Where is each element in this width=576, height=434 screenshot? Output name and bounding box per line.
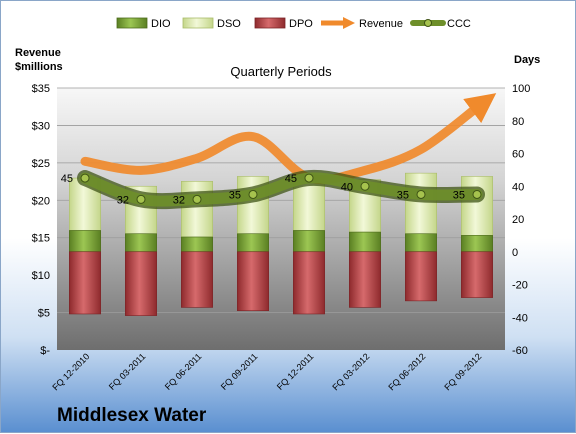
bar-dpo [461, 251, 493, 298]
category-label: FQ 06-2011 [163, 351, 204, 392]
revenue-series [80, 93, 497, 185]
ccc-point [360, 181, 370, 191]
left-tick-label: $5 [38, 308, 50, 320]
bar-dio [69, 230, 101, 253]
legend: DIO DSO DPO Revenue CCC [116, 17, 471, 30]
right-tick-label: 40 [512, 181, 524, 193]
right-tick-label: -40 [512, 312, 528, 324]
ccc-data-label: 32 [173, 194, 185, 206]
right-tick-label: -60 [512, 345, 528, 357]
legend-swatch-dpo [254, 17, 286, 29]
ccc-point [416, 189, 426, 199]
left-axis-label-line2: $millions [15, 61, 63, 73]
legend-label-ccc: CCC [447, 18, 471, 30]
ccc-data-label: 35 [397, 189, 409, 201]
legend-swatch-dso [182, 17, 214, 29]
ccc-data-label: 35 [229, 189, 241, 201]
ccc-data-label: 40 [341, 181, 353, 193]
left-tick-label: $35 [32, 83, 50, 95]
bar-dio [181, 236, 213, 253]
ccc-data-label: 45 [61, 173, 73, 185]
ccc-data-label: 32 [117, 194, 129, 206]
right-tick-label: 20 [512, 214, 524, 226]
bar-dio [293, 230, 325, 253]
ccc-point [248, 189, 258, 199]
company-name: Middlesex Water [57, 405, 207, 426]
ccc-data-label: 35 [453, 189, 465, 201]
left-tick-label: $20 [32, 195, 50, 207]
ccc-data-label: 45 [285, 173, 297, 185]
legend-label-dpo: DPO [289, 18, 313, 30]
ccc-point [472, 189, 482, 199]
bar-dso [461, 176, 493, 236]
category-label: FQ 12-2010 [50, 351, 91, 392]
left-tick-label: $25 [32, 158, 50, 170]
left-tick-label: $15 [32, 233, 50, 245]
bar-dpo [69, 251, 101, 315]
chart-title: Quarterly Periods [230, 64, 332, 79]
bars [69, 172, 493, 316]
legend-label-dso: DSO [217, 18, 241, 30]
legend-label-dio: DIO [151, 18, 171, 30]
category-label: FQ 09-2011 [219, 351, 260, 392]
bar-dpo [125, 251, 157, 316]
category-label: FQ 03-2011 [107, 351, 148, 392]
legend-swatch-dio [116, 17, 148, 29]
bar-dio [405, 233, 437, 253]
right-tick-label: 80 [512, 116, 524, 128]
bar-dpo [293, 251, 325, 315]
ccc-point [80, 173, 90, 183]
left-tick-label: $30 [32, 120, 50, 132]
bar-dio [461, 235, 493, 253]
category-label: FQ 09-2012 [442, 351, 483, 392]
right-axis-label: Days [514, 54, 540, 66]
bar-dpo [349, 251, 381, 308]
right-tick-label: -20 [512, 280, 528, 292]
revenue-line [80, 93, 497, 185]
bar-dso [181, 181, 213, 238]
legend-label-revenue: Revenue [359, 18, 403, 30]
bar-dio [237, 233, 269, 253]
category-label: FQ 06-2012 [386, 351, 427, 392]
bar-dpo [405, 251, 437, 302]
ccc-point [192, 194, 202, 204]
legend-swatch-ccc-point [424, 19, 432, 27]
ccc-series: 45 32 32 35 45 40 35 35 [61, 169, 485, 210]
right-tick-label: 100 [512, 83, 530, 95]
plot-area [57, 88, 505, 350]
bar-dio [125, 233, 157, 253]
category-label: FQ 12-2011 [275, 351, 316, 392]
right-tick-label: 60 [512, 149, 524, 161]
bar-dpo [181, 251, 213, 308]
bar-dpo [237, 251, 269, 312]
ccc-point [304, 173, 314, 183]
category-label: FQ 03-2012 [330, 351, 371, 392]
left-tick-label: $10 [32, 270, 50, 282]
ccc-point [136, 194, 146, 204]
bar-dio [349, 231, 381, 253]
left-axis-label-line1: Revenue [15, 47, 61, 59]
bar-dso [405, 172, 437, 235]
ccc-line [79, 172, 483, 207]
right-tick-label: 0 [512, 247, 518, 259]
left-tick-label: $- [40, 345, 50, 357]
